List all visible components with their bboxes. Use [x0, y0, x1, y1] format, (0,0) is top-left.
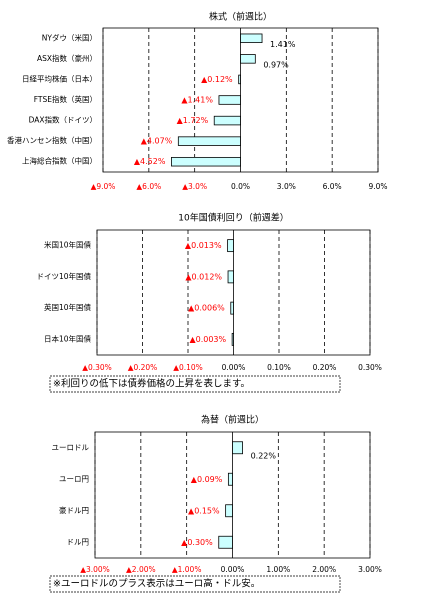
- x-tick-label: ▲6.0%: [136, 182, 161, 191]
- bar: [240, 54, 256, 64]
- x-tick-label: ▲3.00%: [80, 565, 110, 574]
- value-label: ▲0.15%: [188, 506, 220, 515]
- x-tick-label: 0.00%: [221, 565, 245, 574]
- x-tick-label: 0.0%: [231, 182, 250, 191]
- x-tick-label: 9.0%: [368, 182, 387, 191]
- x-tick-label: 1.00%: [266, 565, 290, 574]
- x-tick-label: 6.0%: [323, 182, 342, 191]
- category-label: DAX指数（ドイツ）: [29, 115, 97, 125]
- x-tick-label: ▲0.10%: [173, 363, 203, 372]
- bar: [238, 74, 241, 85]
- value-label: ▲1.41%: [181, 96, 213, 105]
- value-label: 1.41%: [270, 40, 296, 49]
- x-tick-label: 3.0%: [277, 182, 296, 191]
- category-label: ドル円: [67, 537, 90, 546]
- category-label: 豪ドル円: [59, 505, 89, 515]
- category-label: 香港ハンセン指数（中国）: [7, 135, 97, 145]
- value-label: ▲0.30%: [181, 538, 213, 547]
- x-tick-label: 0.10%: [267, 363, 291, 372]
- chart-title: 10年国債利回り（前週差）: [178, 212, 288, 224]
- value-label: ▲1.72%: [177, 116, 209, 125]
- bar: [240, 33, 263, 44]
- value-label: ▲0.006%: [188, 304, 225, 313]
- x-tick-label: 0.30%: [358, 363, 382, 372]
- category-label: ユーロ円: [59, 474, 89, 483]
- value-label: ▲0.013%: [185, 241, 222, 250]
- x-tick-label: ▲0.30%: [82, 363, 112, 372]
- note-box: [49, 575, 341, 593]
- note: ※ユーロドルのプラス表示はユーロ高・ドル安。: [53, 578, 260, 590]
- chart-title: 株式（前週比）: [209, 11, 272, 23]
- bar: [177, 136, 241, 146]
- value-label: ▲0.12%: [201, 75, 233, 84]
- bar: [231, 332, 234, 346]
- category-label: 日経平均株価（日本）: [22, 73, 97, 83]
- bar: [227, 472, 233, 486]
- x-tick-label: ▲0.20%: [128, 363, 158, 372]
- bar: [218, 95, 241, 105]
- x-tick-label: 0.00%: [222, 363, 246, 372]
- chart-title: 為替（前週比）: [201, 414, 264, 426]
- value-label: ▲0.09%: [191, 475, 223, 484]
- bar: [213, 115, 241, 126]
- value-label: ▲4.52%: [134, 157, 166, 166]
- x-tick-label: ▲3.0%: [182, 182, 207, 191]
- category-label: 上海総合指数（中国）: [22, 156, 97, 166]
- bar: [171, 156, 241, 167]
- category-label: NYダウ（米国）: [42, 32, 97, 42]
- bar: [227, 270, 234, 284]
- value-label: 0.97%: [263, 60, 289, 69]
- x-tick-label: ▲9.0%: [91, 182, 116, 191]
- bar: [227, 239, 234, 253]
- note: ※利回りの低下は債券価格の上昇を表します。: [53, 378, 250, 390]
- value-label: ▲0.003%: [189, 335, 226, 344]
- x-tick-label: 0.20%: [313, 363, 337, 372]
- bar: [218, 535, 233, 549]
- category-label: FTSE指数（英国）: [34, 94, 97, 104]
- category-label: 英国10年国債: [44, 302, 92, 312]
- note-box: [49, 375, 341, 393]
- category-label: ドイツ10年国債: [36, 271, 91, 281]
- value-label: ▲0.012%: [185, 272, 222, 281]
- x-tick-label: 2.00%: [312, 565, 336, 574]
- bar: [230, 301, 234, 315]
- value-label: 0.22%: [251, 452, 277, 461]
- category-label: 米国10年国債: [44, 240, 92, 250]
- category-label: ASX指数（豪州）: [37, 53, 97, 63]
- bar: [232, 441, 243, 455]
- x-tick-label: 3.00%: [358, 565, 382, 574]
- category-label: ユーロドル: [52, 443, 90, 452]
- x-tick-label: ▲2.00%: [126, 565, 156, 574]
- x-tick-label: ▲1.00%: [172, 565, 202, 574]
- category-label: 日本10年国債: [44, 333, 92, 343]
- bar: [225, 504, 233, 518]
- value-label: ▲4.07%: [141, 137, 173, 146]
